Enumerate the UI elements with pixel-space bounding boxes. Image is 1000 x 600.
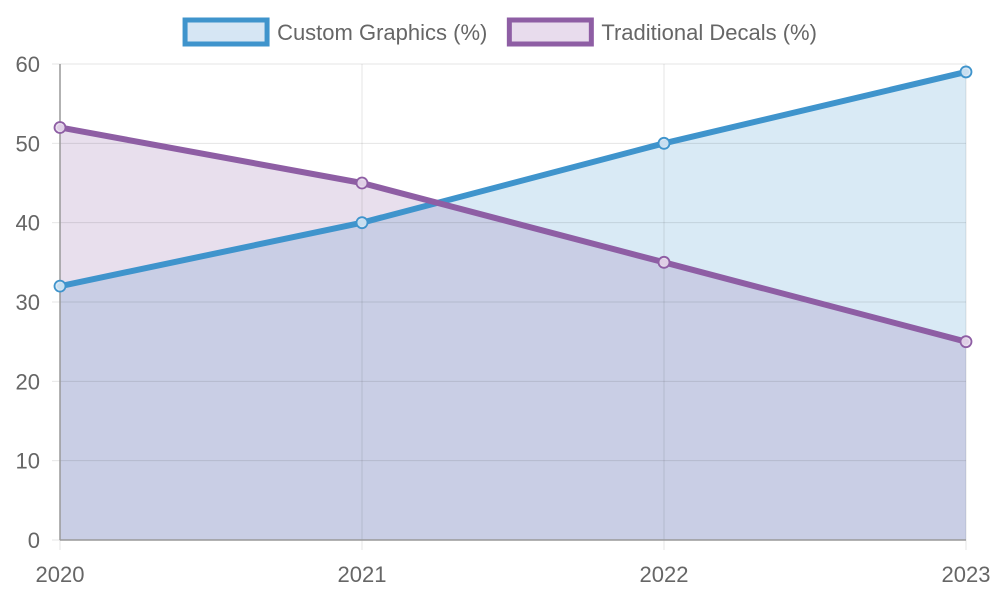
y-tick-label: 50 bbox=[16, 131, 40, 156]
x-tick-label: 2022 bbox=[640, 562, 689, 587]
legend-label-0: Custom Graphics (%) bbox=[277, 20, 487, 45]
x-tick-label: 2020 bbox=[36, 562, 85, 587]
y-tick-label: 30 bbox=[16, 290, 40, 315]
data-point-0 bbox=[959, 65, 973, 79]
y-tick-label: 20 bbox=[16, 369, 40, 394]
data-point-1 bbox=[959, 335, 973, 349]
data-point-1 bbox=[355, 176, 369, 190]
y-tick-label: 0 bbox=[28, 528, 40, 553]
data-point-0 bbox=[355, 216, 369, 230]
series-line-1 bbox=[57, 124, 969, 345]
data-point-1 bbox=[53, 121, 67, 134]
legend-swatch-1 bbox=[506, 17, 594, 47]
y-tick-label: 40 bbox=[16, 211, 40, 236]
data-point-1 bbox=[657, 255, 671, 269]
series-area-0 bbox=[60, 71, 966, 540]
data-point-0 bbox=[53, 279, 67, 293]
y-tick-label: 60 bbox=[16, 52, 40, 77]
legend-label-1: Traditional Decals (%) bbox=[601, 20, 817, 45]
x-tick-label: 2021 bbox=[338, 562, 387, 587]
plot-area: 0 10 20 30 40 50 60 2020 2021 2022 2023 bbox=[16, 52, 991, 587]
series-area-1 bbox=[60, 127, 966, 540]
y-tick-label: 10 bbox=[16, 449, 40, 474]
legend: Custom Graphics (%) Traditional Decals (%… bbox=[182, 17, 817, 47]
x-tick-label: 2023 bbox=[942, 562, 991, 587]
data-point-0 bbox=[657, 136, 671, 150]
series-line-0 bbox=[57, 68, 969, 290]
legend-swatch-0 bbox=[182, 17, 270, 47]
